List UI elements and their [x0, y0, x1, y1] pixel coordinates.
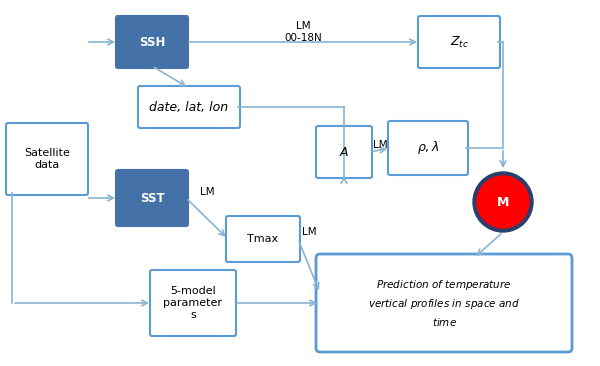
Text: $\mathit{A}$: $\mathit{A}$ — [339, 146, 349, 158]
Text: Satellite
data: Satellite data — [24, 148, 70, 170]
Circle shape — [477, 176, 529, 228]
FancyBboxPatch shape — [316, 254, 572, 352]
Text: Tmax: Tmax — [247, 234, 278, 244]
Text: LM: LM — [373, 140, 388, 150]
Text: LM
00-18N: LM 00-18N — [284, 21, 322, 43]
Text: date, lat, lon: date, lat, lon — [149, 101, 229, 113]
FancyBboxPatch shape — [6, 123, 88, 195]
Text: SSH: SSH — [139, 36, 165, 49]
Circle shape — [473, 172, 533, 232]
Text: $\it{Prediction\ of\ temperature}$
$\it{vertical\ profiles\ in\ space\ and}$
$\i: $\it{Prediction\ of\ temperature}$ $\it{… — [368, 278, 520, 328]
Text: $\mathit{\rho, \lambda}$: $\mathit{\rho, \lambda}$ — [417, 139, 439, 157]
Text: LM: LM — [200, 187, 214, 197]
FancyBboxPatch shape — [116, 16, 188, 68]
FancyBboxPatch shape — [138, 86, 240, 128]
FancyBboxPatch shape — [116, 170, 188, 226]
Text: SST: SST — [140, 191, 164, 205]
Text: 5-model
parameter
s: 5-model parameter s — [163, 287, 223, 320]
FancyBboxPatch shape — [316, 126, 372, 178]
FancyBboxPatch shape — [418, 16, 500, 68]
FancyBboxPatch shape — [388, 121, 468, 175]
Text: LM: LM — [302, 227, 316, 237]
FancyBboxPatch shape — [150, 270, 236, 336]
FancyBboxPatch shape — [226, 216, 300, 262]
Text: $\mathit{Z}_{tc}$: $\mathit{Z}_{tc}$ — [449, 34, 469, 49]
Text: M: M — [497, 195, 509, 209]
